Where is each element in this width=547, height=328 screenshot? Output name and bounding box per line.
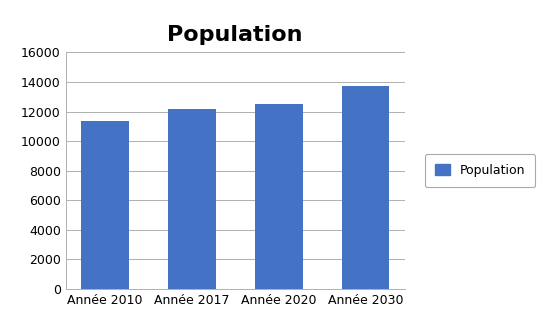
Title: Population: Population: [167, 25, 303, 45]
Bar: [168, 109, 216, 289]
Bar: [255, 104, 302, 289]
Bar: [341, 86, 389, 289]
Bar: [81, 121, 129, 289]
Legend: Population: Population: [424, 154, 535, 187]
